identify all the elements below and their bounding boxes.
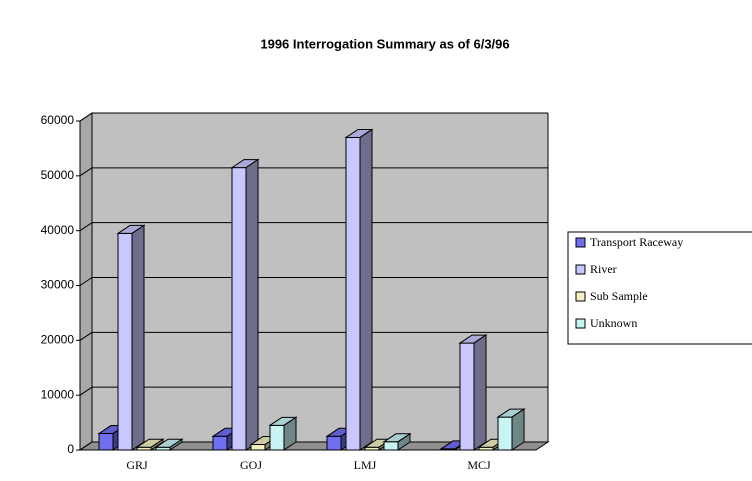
bar-side [511,408,525,451]
bar [497,416,513,451]
grid-line [79,167,93,177]
bar [269,424,285,451]
grid-line [79,277,93,286]
bar [383,441,399,451]
legend-label: Sub Sample [590,289,648,303]
x-tick-label: LMJ [354,458,377,472]
legend-label: Unknown [590,316,637,330]
legend-label: River [590,262,617,276]
bar-side [359,128,373,451]
bar [98,433,114,451]
x-tick-label: MCJ [467,458,491,472]
bar [250,444,266,451]
bar-side [397,432,411,451]
y-tick-label: 50000 [41,168,75,182]
y-tick-label: 0 [67,442,74,456]
bar-side [169,438,183,451]
bar [326,435,342,451]
y-tick-label: 20000 [41,333,75,347]
grid-line [79,112,93,122]
bar-side [131,224,145,451]
legend-swatch [575,237,586,248]
bar [212,435,228,451]
bar-side [283,416,297,451]
legend-swatch [575,264,586,275]
bar [117,232,133,451]
bar-side [473,334,487,451]
bar [459,342,475,451]
legend-label: Transport Raceway [590,235,683,249]
x-tick-label: GRJ [126,458,148,472]
grid-line [79,441,93,451]
bar-side [245,158,259,451]
grid-line [79,386,93,396]
legend [567,231,752,345]
y-tick-label: 60000 [41,113,75,127]
chart-title: 1996 Interrogation Summary as of 6/3/96 [260,36,509,51]
x-tick-label: GOJ [240,458,262,472]
legend-swatch [575,291,586,302]
grid-line [79,222,93,232]
grid-line [79,331,93,341]
bar [345,136,361,451]
plot-wall [80,113,548,450]
y-tick-label: 40000 [41,223,75,237]
legend-swatch [575,318,586,329]
y-tick-label: 10000 [41,387,75,401]
bar [231,167,247,451]
y-tick-label: 30000 [41,278,75,292]
